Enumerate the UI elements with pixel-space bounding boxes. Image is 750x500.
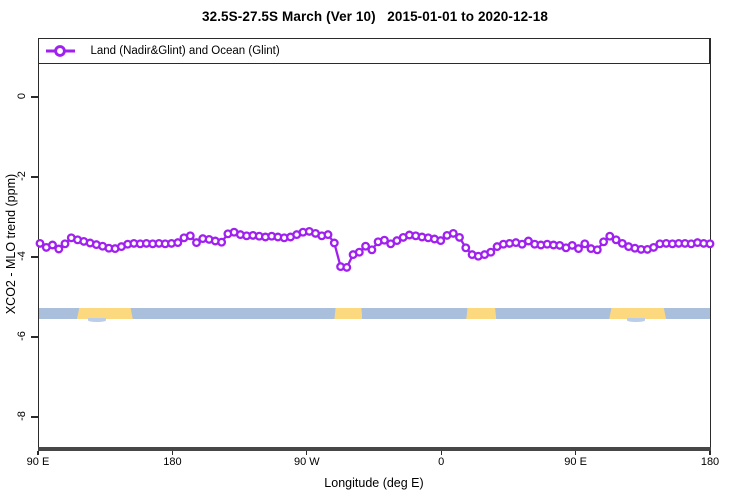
x-tick-label: 180 <box>700 456 720 468</box>
x-tick-mark <box>37 450 39 455</box>
x-tick-mark <box>709 450 711 455</box>
data-point-marker <box>329 238 339 248</box>
data-point-marker <box>361 241 371 251</box>
x-tick-label: 90 E <box>26 456 50 468</box>
data-point-marker <box>192 238 201 248</box>
x-tick-mark <box>306 450 308 455</box>
x-axis-line <box>38 447 711 451</box>
data-point-marker <box>461 243 471 253</box>
data-point-marker <box>448 228 458 238</box>
data-point-marker <box>379 235 389 245</box>
data-point-marker <box>455 232 464 242</box>
legend-label: Land (Nadir&Glint) and Ocean (Glint) <box>90 44 280 57</box>
x-tick-label: 90 E <box>564 456 587 468</box>
data-point-marker <box>649 242 659 252</box>
data-point-marker <box>60 239 70 249</box>
y-tick-mark <box>31 416 38 418</box>
data-point-marker <box>599 237 609 247</box>
data-point-marker <box>486 247 496 257</box>
x-tick-mark <box>171 450 174 455</box>
chart-title: 32.5S-27.5S March (Ver 10) 2015-01-01 to… <box>201 9 549 24</box>
data-point-marker <box>48 240 57 250</box>
data-point-marker <box>35 238 45 248</box>
data-point-marker <box>436 236 446 246</box>
y-tick-mark <box>31 336 38 338</box>
data-point-marker <box>367 245 377 255</box>
land-band-segment <box>466 308 497 319</box>
legend-marker-open-circle-icon <box>45 44 75 57</box>
ocean-shelf-bump <box>87 318 106 322</box>
x-tick-mark <box>574 450 577 455</box>
x-axis-title: Longitude (deg E) <box>324 476 424 490</box>
data-point-marker <box>611 235 621 245</box>
data-point-marker <box>705 239 715 249</box>
data-point-marker <box>574 244 583 254</box>
land-band-segment <box>76 308 133 319</box>
y-tick-mark <box>31 96 38 98</box>
ocean-shelf-bump <box>627 318 646 322</box>
x-tick-label: 0 <box>438 456 445 468</box>
data-point-marker <box>173 238 183 248</box>
land-band-segment <box>334 308 363 319</box>
data-point-marker <box>54 244 64 254</box>
ocean-band <box>39 308 710 319</box>
data-point-marker <box>580 239 590 249</box>
data-point-marker <box>605 231 615 241</box>
land-band-segment <box>609 308 667 319</box>
x-tick-label: 90 W <box>293 456 320 468</box>
data-point-marker <box>185 231 195 241</box>
data-point-marker <box>354 247 364 257</box>
data-point-marker <box>217 237 227 247</box>
legend: Land (Nadir&Glint) and Ocean (Glint) <box>37 37 710 64</box>
y-tick-mark <box>31 256 38 258</box>
data-point-marker <box>323 230 333 240</box>
data-point-marker <box>342 262 352 272</box>
x-tick-mark <box>440 450 442 455</box>
y-tick-mark <box>31 176 38 178</box>
x-tick-label: 180 <box>163 456 182 468</box>
data-point-marker <box>592 245 602 255</box>
